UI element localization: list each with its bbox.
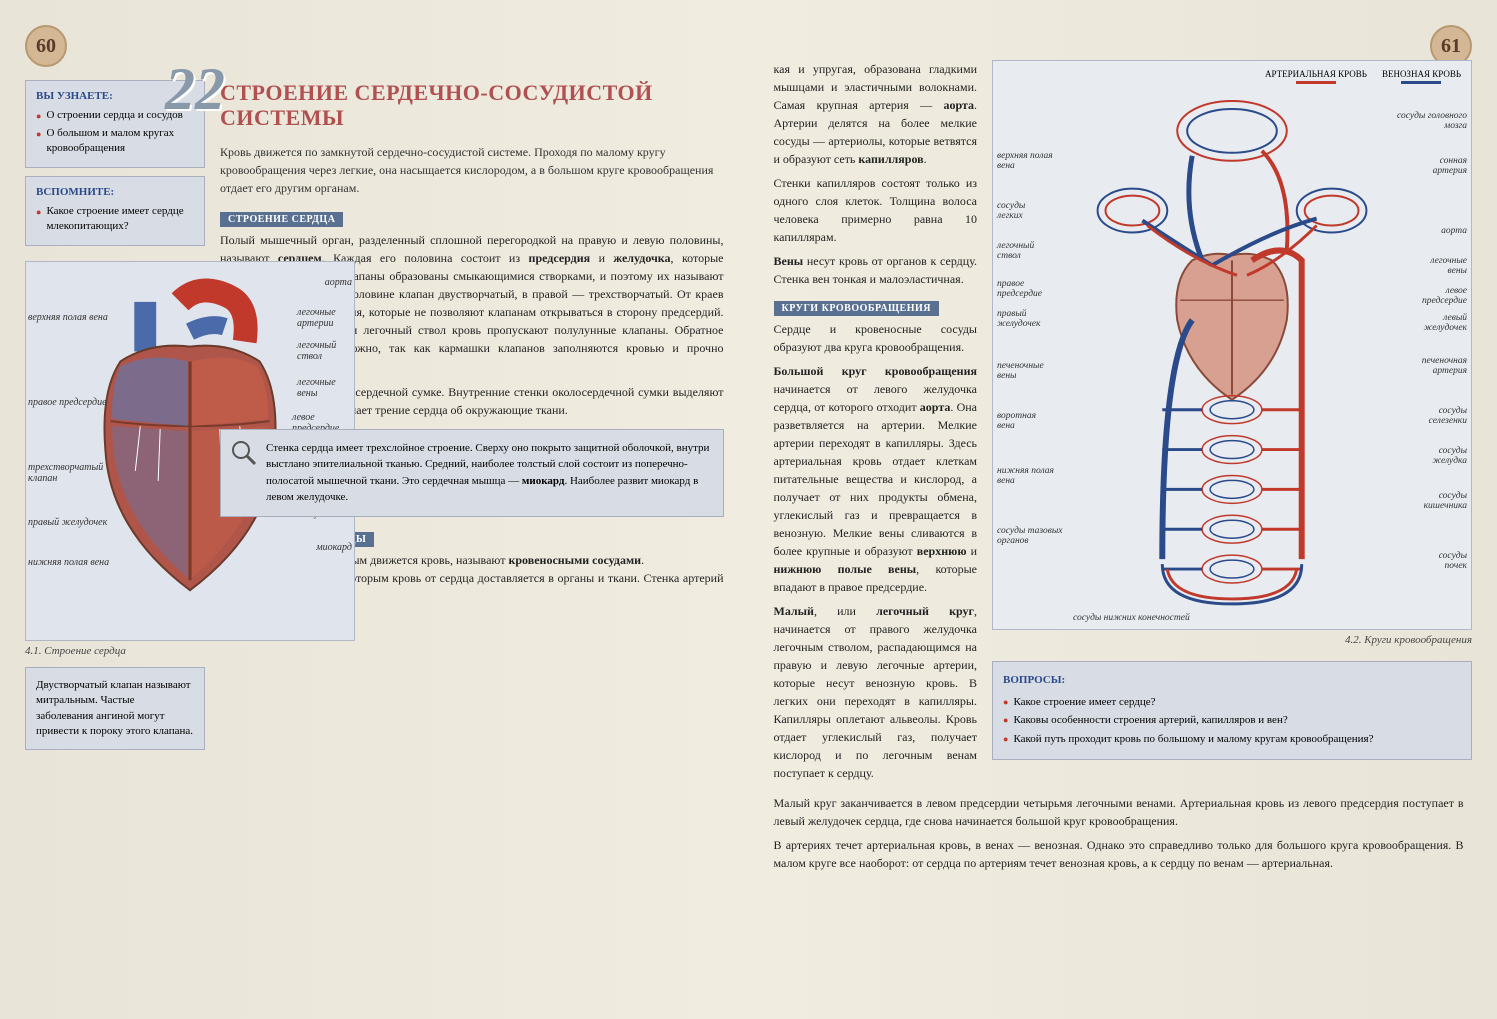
learn-item: О большом и малом кругах кровообращения (36, 126, 194, 157)
page-right: 61 кая и упругая, образована гладкими мы… (749, 0, 1497, 1019)
note-box: Двустворчатый клапан называют митральным… (25, 667, 205, 751)
circ-caption: 4.2. Круги кровообращения (992, 634, 1472, 646)
intro-text: Кровь движется по замкнутой сердечно-сос… (220, 143, 724, 197)
label-tricuspid: трехстворчатый клапан (28, 462, 88, 484)
heart-caption: 4.1. Строение сердца (25, 645, 205, 657)
circulation-diagram: АРТЕРИАЛЬНАЯ КРОВЬ ВЕНОЗНАЯ КРОВЬ (992, 60, 1472, 630)
label-aorta: аорта (325, 277, 352, 288)
right-side-column: АРТЕРИАЛЬНАЯ КРОВЬ ВЕНОЗНАЯ КРОВЬ (992, 60, 1472, 782)
label-pulm-art: легочные артерии (297, 307, 352, 329)
remember-title: ВСПОМНИТЕ: (36, 185, 194, 200)
body-3: кая и упругая, образована гладкими мышца… (774, 60, 978, 168)
label-inf-vena: нижняя полая вена (28, 557, 109, 568)
legend-arterial: АРТЕРИАЛЬНАЯ КРОВЬ (1265, 69, 1367, 84)
magnify-icon (229, 438, 259, 468)
sidebar-left: ВЫ УЗНАЕТЕ: О строении сердца и сосудов … (25, 80, 205, 750)
remember-item: Какое строение имеет сердце млекопитающи… (36, 204, 194, 235)
main-title: СТРОЕНИЕ СЕРДЕЧНО-СОСУДИСТОЙ СИСТЕМЫ (220, 80, 724, 131)
question-item: Какой путь проходит кровь по большому и … (1003, 731, 1461, 748)
section-tag-3: КРУГИ КРОВООБРАЩЕНИЯ (774, 301, 940, 316)
chapter-number: 22 (165, 55, 225, 124)
page-left: 60 22 ВЫ УЗНАЕТЕ: О строении сердца и со… (0, 0, 749, 1019)
label-sup-vena: верхняя полая вена (28, 312, 108, 323)
body-4b: Большой круг кровообращения начинается о… (774, 362, 978, 596)
label-pulm-veins: легочные вены (297, 377, 352, 399)
magnify-box: Стенка сердца имеет трехслойное строение… (220, 429, 724, 517)
section-tag-1: СТРОЕНИЕ СЕРДЦА (220, 212, 343, 227)
question-item: Каковы особенности строения артерий, кап… (1003, 712, 1461, 729)
questions-box: ВОПРОСЫ: Какое строение имеет сердце? Ка… (992, 661, 1472, 760)
body-3b: Стенки капилляров состоят только из одно… (774, 174, 978, 246)
page-number-left: 60 (25, 25, 67, 67)
label-pulm-trunk: легочный ствол (297, 340, 352, 362)
legend-venous: ВЕНОЗНАЯ КРОВЬ (1382, 69, 1461, 84)
label-myocard: миокард (316, 542, 352, 553)
label-right-atrium: правое предсердие (28, 397, 107, 408)
label-right-vent: правый желудочек (28, 517, 107, 528)
question-item: Какое строение имеет сердце? (1003, 694, 1461, 711)
body-4: Сердце и кровеносные сосуды образуют два… (774, 320, 978, 356)
bottom-text-right: Малый круг заканчивается в левом предсер… (774, 794, 1464, 872)
remember-box: ВСПОМНИТЕ: Какое строение имеет сердце м… (25, 176, 205, 246)
body-4c: Малый, или легочный круг, начинается от … (774, 602, 978, 782)
main-column-right: кая и упругая, образована гладкими мышца… (774, 60, 978, 782)
questions-title: ВОПРОСЫ: (1003, 672, 1461, 689)
legend: АРТЕРИАЛЬНАЯ КРОВЬ ВЕНОЗНАЯ КРОВЬ (1265, 69, 1461, 84)
body-3c: Вены несут кровь от органов к сердцу. Ст… (774, 252, 978, 288)
